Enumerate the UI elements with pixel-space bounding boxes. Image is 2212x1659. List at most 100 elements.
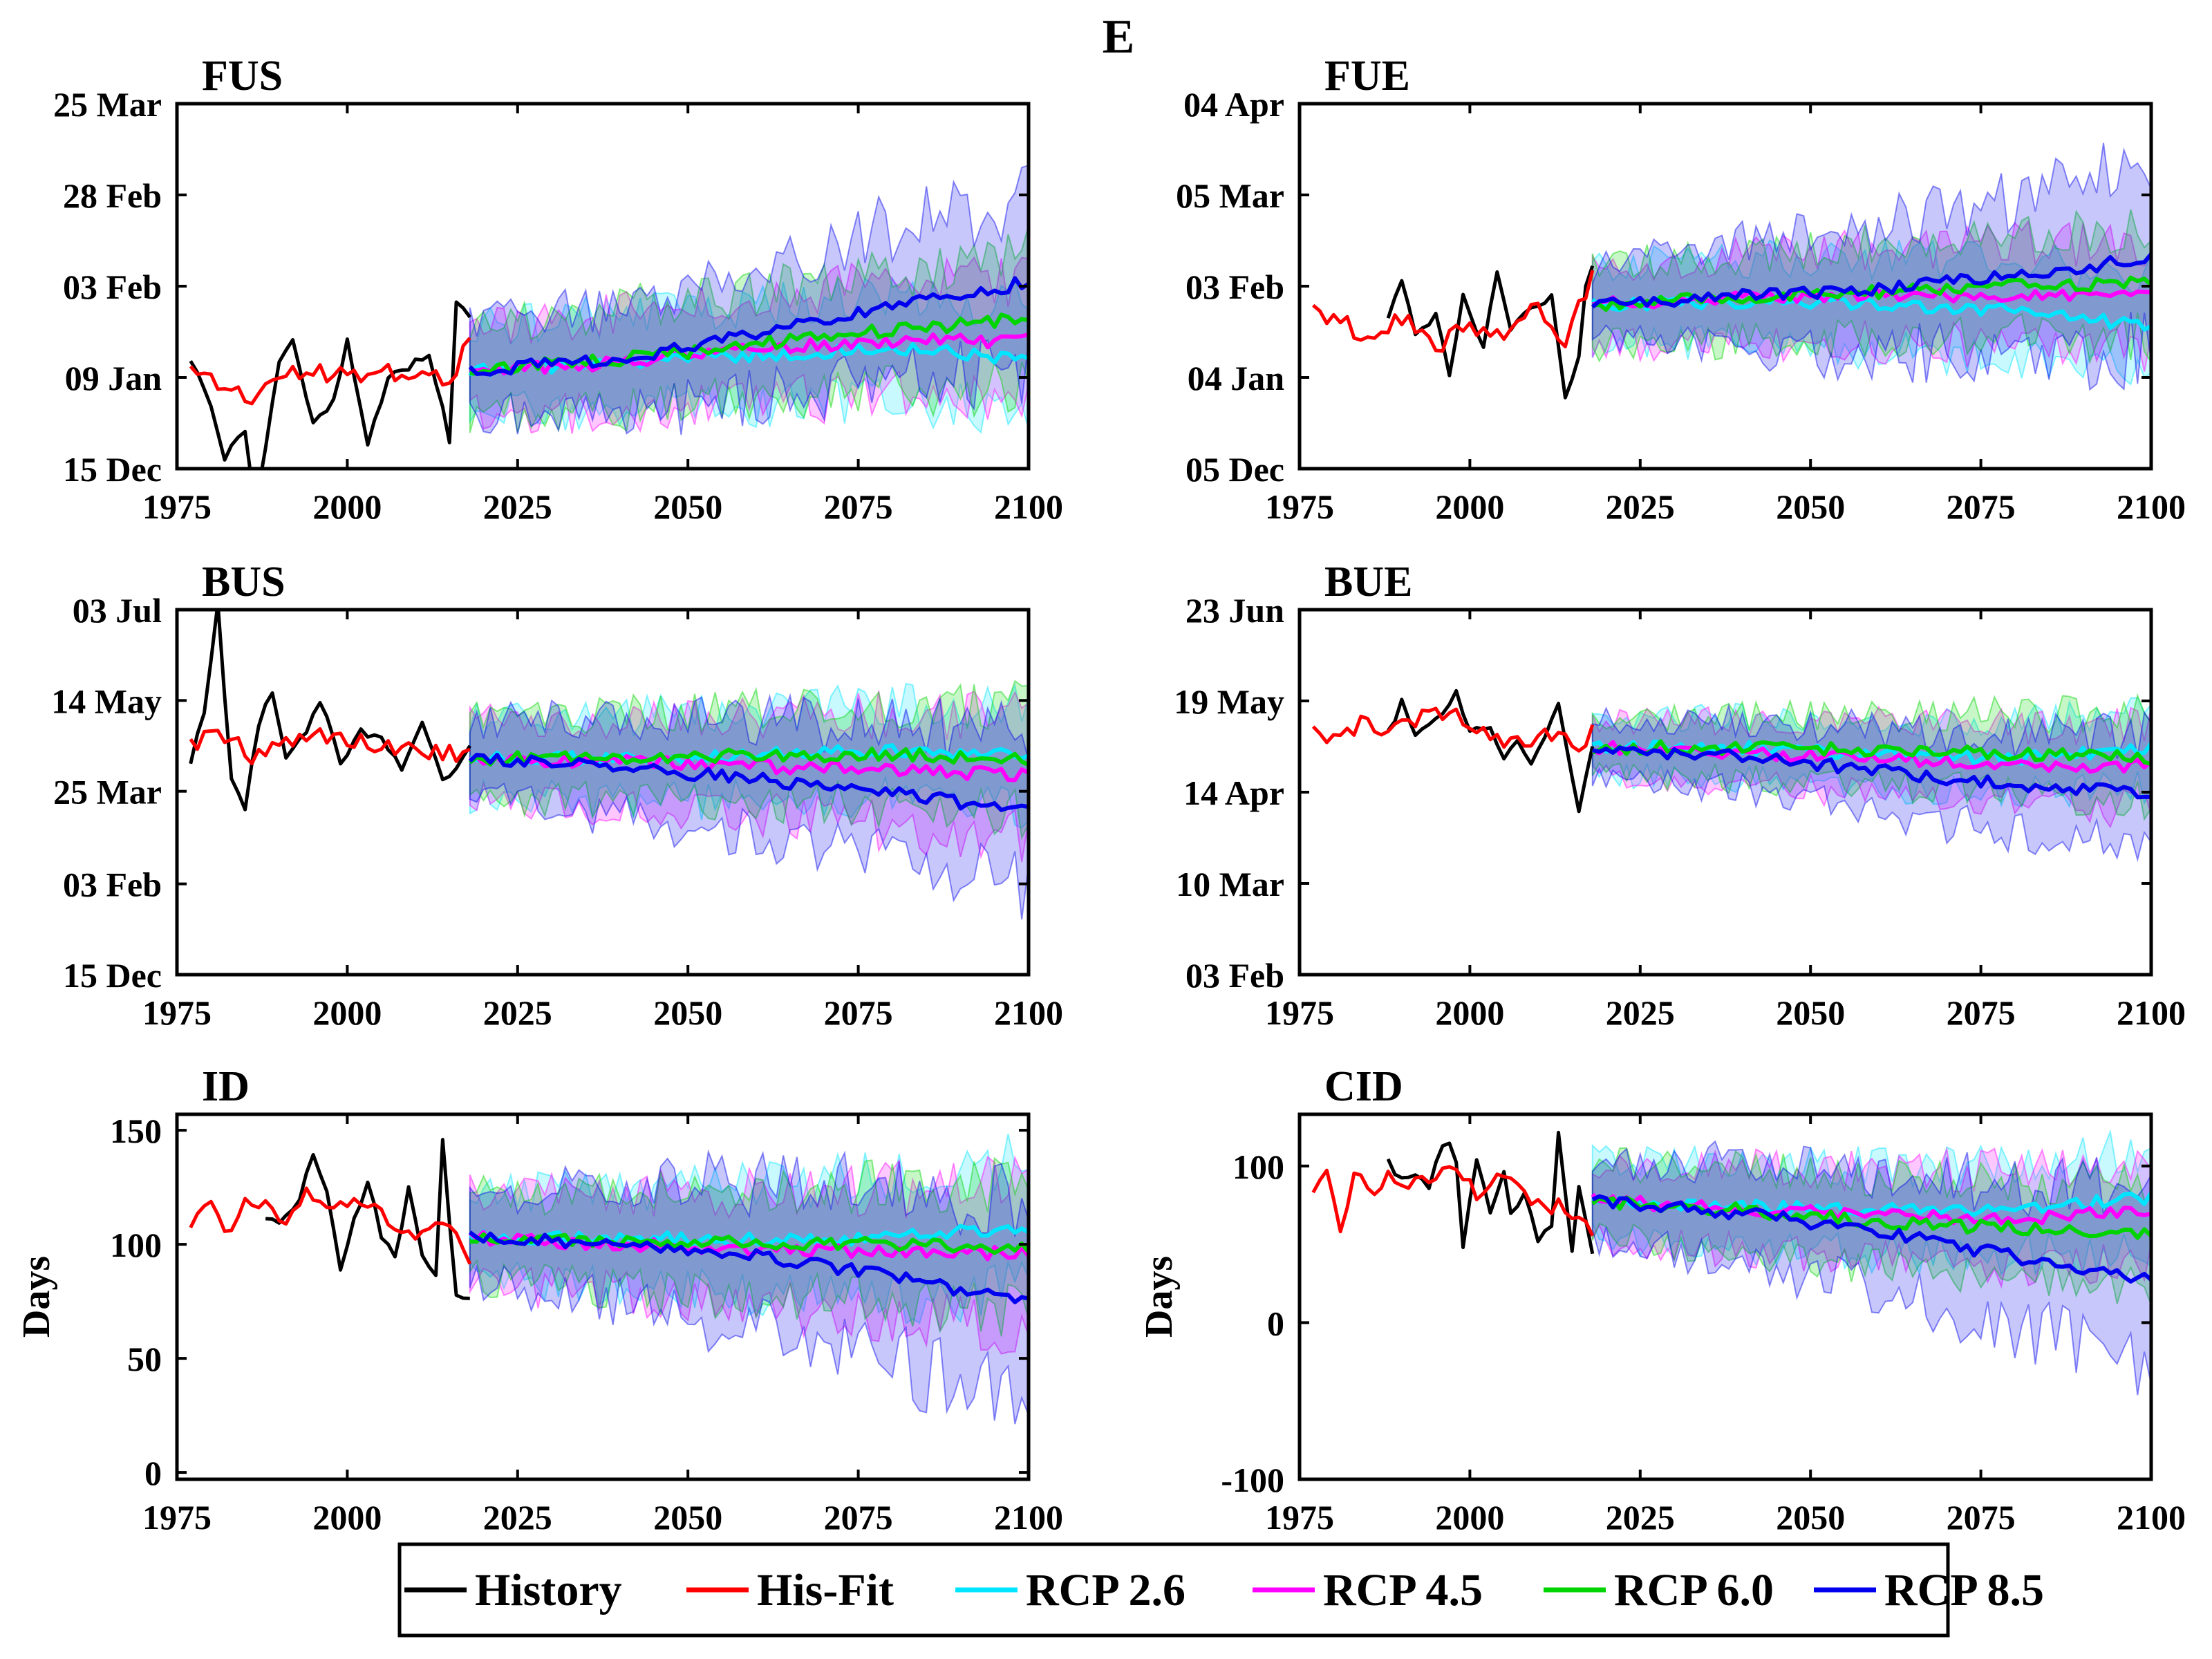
x-tick-label: 1975 [142,1498,212,1537]
y-tick-label: 05 Dec [1185,450,1284,489]
y-tick-label: 14 Apr [1183,774,1284,812]
panel-title: CID [1324,1063,1403,1110]
band-rcp26 [469,276,1029,434]
legend-item-rcp-8-5: RCP 8.5 [1814,1565,2044,1615]
x-tick-label: 1975 [142,993,212,1032]
series-rcp26 [468,341,1029,377]
legend-label: RCP 8.5 [1884,1565,2044,1615]
legend-item-history: History [404,1565,622,1615]
y-tick-label: 0 [1267,1304,1284,1342]
x-tick-label: 2075 [1947,487,2016,526]
panel-fus: 1975 2000 2025 2050 2075 2100 15 Dec 09 Jan 03 F… [53,53,1063,526]
axes-box [175,1112,1031,1481]
plot-area [189,1134,1029,1425]
y-tick-label: 10 Mar [1176,865,1284,903]
panel-cid: 1975 2000 2025 2050 2075 2100 -100 0 100 CID Days [1138,1063,2186,1537]
y-tick-label: 28 Feb [63,176,162,215]
legend-label: RCP 6.0 [1614,1565,1774,1615]
series-history [189,300,471,469]
panel-title: ID [202,1063,250,1110]
y-tick-label: 0 [144,1454,162,1492]
series-his-fit [189,727,471,766]
x-tick-label: 2050 [653,487,722,526]
series-history [1386,265,1595,400]
series-history [1386,1130,1595,1255]
series-rcp60 [1592,275,2151,312]
x-tick-label: 2050 [1776,993,1845,1032]
band-rcp85 [469,1149,1029,1425]
x-tick-label: 2075 [824,1498,893,1537]
series-rcp60 [469,1232,1029,1255]
y-tick-label: -100 [1221,1461,1284,1499]
x-tick-label: 2075 [824,993,893,1032]
series-his-fit [1312,270,1595,353]
x-tick-label: 2050 [653,993,722,1032]
y-tick-label: 03 Feb [63,865,162,904]
plot-area [189,610,1029,920]
y-tick-label: 25 Mar [53,85,162,124]
y-tick-label: 15 Dec [63,450,162,489]
y-tick-label: 100 [110,1226,162,1264]
legend-box [397,1542,1950,1638]
panel-title: BUE [1324,559,1412,606]
x-tick-label: 1975 [142,487,212,526]
series-history [189,610,471,812]
y-tick-label: 14 May [51,682,162,720]
panel-title: FUS [202,53,283,100]
band-rcp60 [469,679,1029,841]
panels: 1975 2000 2025 2050 2075 2100 15 Dec 09 Jan 03 F… [15,53,2186,1537]
y-tick-label: 03 Jul [73,591,162,630]
x-tick-label: 2025 [483,487,552,526]
series-rcp85 [468,1230,1029,1304]
series-his-fit [189,1186,472,1265]
series-his-fit [189,337,471,406]
legend-item-rcp-2-6: RCP 2.6 [955,1565,1185,1615]
x-tick-label: 2050 [1776,1498,1845,1537]
panel-bue: 1975 2000 2025 2050 2075 2100 03 Feb 10 Mar 14 A… [1174,559,2186,1032]
panel-title: BUS [202,559,285,606]
x-tick-label: 1975 [1265,1498,1334,1537]
legend: History His-Fit RCP 2.6 RCP 4.5 RCP 6.0 RCP 8… [397,1542,2044,1638]
band-rcp26 [1591,1129,2151,1277]
x-tick-label: 2000 [312,487,382,526]
x-tick-label: 2025 [1606,1498,1675,1537]
band-rcp60 [469,225,1029,433]
x-tick-label: 2100 [994,1498,1063,1537]
axes-box [1297,1112,2153,1481]
plot-area [189,165,1029,469]
legend-label: RCP 2.6 [1026,1565,1185,1615]
band-rcp85 [469,165,1029,435]
series-his-fit [1311,1165,1595,1237]
y-tick-label: 05 Mar [1176,176,1284,215]
series-rcp60 [468,747,1029,767]
x-tick-label: 1975 [1265,487,1334,526]
band-rcp45 [1591,705,2151,829]
x-tick-label: 2075 [1947,1498,2016,1537]
y-tick-label: 04 Jan [1188,359,1285,397]
series-his-fit [1311,706,1595,753]
x-tick-label: 1975 [1265,993,1334,1032]
panel-bus: 1975 2000 2025 2050 2075 2100 15 Dec 03 Feb 25 M… [51,559,1063,1032]
panel-fue: 1975 2000 2025 2050 2075 2100 05 Dec 04 Jan 03 F… [1176,53,2186,526]
y-tick-label: 03 Feb [63,268,162,306]
y-tick-label: 23 Jun [1185,591,1284,630]
y-tick-label: 04 Apr [1183,85,1284,124]
series-rcp85 [468,752,1029,812]
band-rcp85 [469,693,1029,920]
figure-label: E [1103,10,1135,64]
x-tick-label: 2000 [1435,993,1504,1032]
legend-item-rcp-6-0: RCP 6.0 [1544,1565,1774,1615]
x-tick-label: 2025 [1606,487,1675,526]
x-tick-label: 2000 [312,1498,382,1537]
band-rcp85 [1591,142,2151,391]
y-axis-label: Days [1138,1256,1181,1338]
x-tick-label: 2000 [1435,487,1504,526]
x-tick-label: 2025 [1606,993,1675,1032]
x-tick-label: 2100 [2117,993,2186,1032]
plot-area [1311,1129,2151,1396]
series-rcp45 [469,753,1029,782]
x-tick-label: 2000 [1435,1498,1504,1537]
x-tick-label: 2050 [1776,487,1845,526]
legend-item-his-fit: His-Fit [686,1565,894,1615]
